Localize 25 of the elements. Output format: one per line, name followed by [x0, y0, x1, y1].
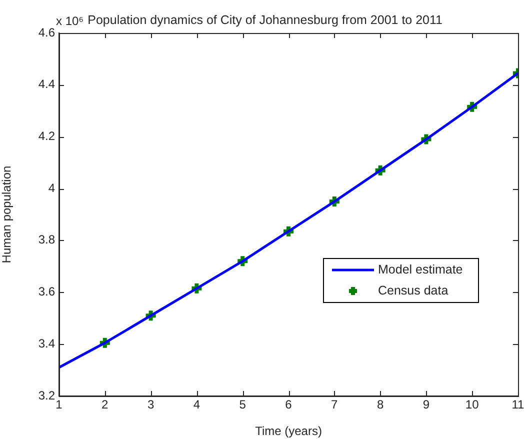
- y-tick-label: 3.2: [38, 388, 56, 402]
- chart-title: Population dynamics of City of Johannesburg from 2001 to 2011: [88, 13, 443, 27]
- x-tick-label: 3: [147, 398, 154, 412]
- x-tick-label: 2: [102, 398, 109, 412]
- text: x 10⁶: [56, 14, 84, 28]
- x-tick-label: 11: [512, 398, 525, 412]
- x-tick-label: 8: [376, 398, 384, 412]
- y-tick-label: 3.6: [38, 284, 56, 299]
- x-axis-title: Time (years): [255, 424, 322, 438]
- x-tick-label: 5: [239, 398, 246, 412]
- y-tick-label: 4.4: [38, 77, 56, 92]
- y-tick-label: 3.8: [38, 232, 56, 247]
- x-tick-label: 1: [56, 398, 63, 412]
- legend-label: Model estimate: [378, 262, 463, 277]
- y-tick-label: 3.4: [38, 336, 56, 350]
- x-tick-label: 6: [285, 398, 292, 412]
- y-tick-label: 4.6: [38, 25, 56, 40]
- legend-label: Census data: [378, 284, 448, 298]
- x-tick-label: 7: [331, 398, 338, 412]
- y-tick-label: 4: [48, 180, 56, 195]
- y-axis-title: Human population: [0, 166, 14, 264]
- x-tick-label: 9: [422, 398, 430, 412]
- x-tick-label: 4: [193, 398, 200, 412]
- x-tick-label: 10: [465, 398, 480, 412]
- y-tick-label: 4.2: [38, 129, 56, 144]
